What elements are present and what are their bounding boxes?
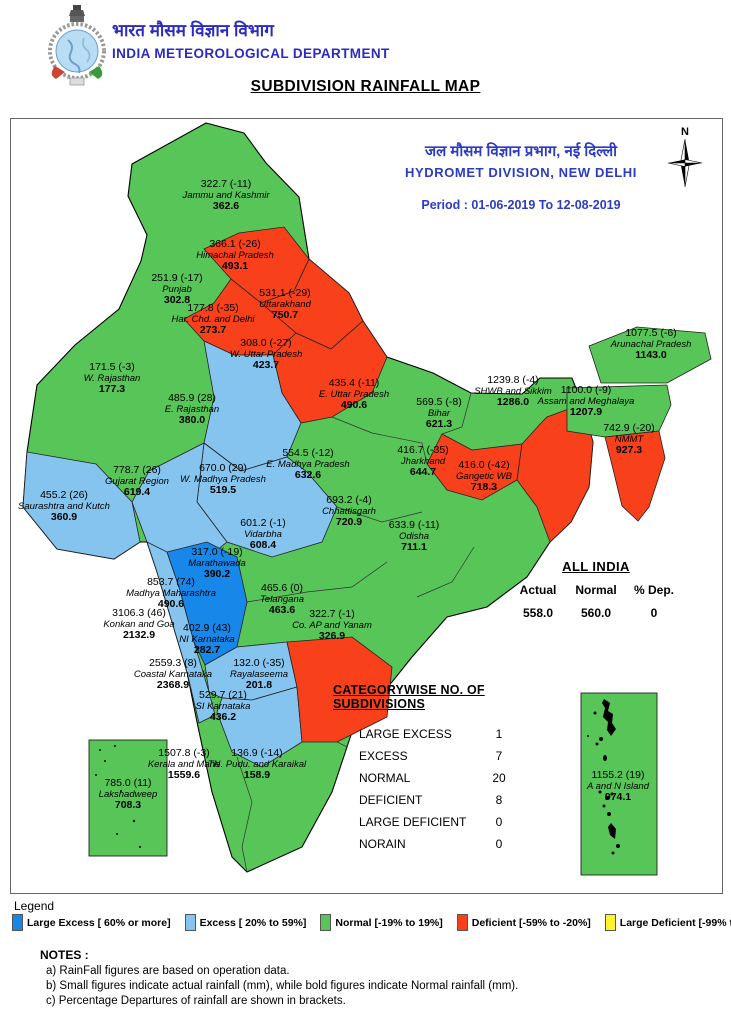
notes-block: NOTES : a) RainFall figures are based on… xyxy=(40,948,518,1007)
subdivision-label-e-madhya-pradesh: 554.5 (-12) E. Madhya Pradesh 632.6 xyxy=(266,447,350,482)
subdivision-label-w-madhya-pradesh: 670.0 (29) W. Madhya Pradesh 519.5 xyxy=(180,462,266,497)
legend-item-label: Deficient [-59% to -20%] xyxy=(471,916,591,929)
compass-icon: N xyxy=(667,126,703,188)
subdivision-label-nmmt: 742.9 (-20) NMMT 927.3 xyxy=(603,422,655,457)
subdivision-label-konkan-goa: 3106.3 (46) Konkan and Goa 2132.9 xyxy=(103,607,175,642)
header-org: भारत मौसम विज्ञान विभाग INDIA METEOROLOG… xyxy=(112,18,390,61)
category-count: 8 xyxy=(495,793,503,807)
category-label: LARGE EXCESS xyxy=(359,727,452,741)
legend-item-deficient: Deficient [-59% to -20%] xyxy=(456,914,591,931)
category-label: NORMAL xyxy=(359,771,411,785)
legend-item-large-deficient: Large Deficient [-99% to -60%] xyxy=(604,914,731,931)
subdivision-label-w-rajasthan: 171.5 (-3) W. Rajasthan 177.3 xyxy=(83,361,141,396)
all-india-col-actual: Actual xyxy=(519,583,557,597)
legend-item-label: Excess [ 20% to 59%] xyxy=(199,916,307,929)
category-count: 7 xyxy=(495,749,503,763)
legend-item-label: Large Excess [ 60% or more] xyxy=(27,916,171,929)
subdivision-label-jammu-kashmir: 322.7 (-11) Jammu and Kashmir 362.6 xyxy=(182,178,270,213)
subdivision-label-coastal-karnataka: 2559.3 (8) Coastal Karnataka 2368.9 xyxy=(133,657,213,692)
imd-logo-icon xyxy=(42,2,112,97)
subdivision-label-saurashtra-kutch: 455.2 (26) Saurashtra and Kutch 360.9 xyxy=(18,489,110,524)
large-deficient-swatch-icon xyxy=(604,914,616,931)
notes-title: NOTES : xyxy=(40,948,89,962)
category-count: 0 xyxy=(495,815,503,829)
deficient-swatch-icon xyxy=(456,914,468,931)
org-name-english: INDIA METEOROLOGICAL DEPARTMENT xyxy=(112,46,390,61)
table-row: EXCESS 7 xyxy=(333,745,558,767)
category-label: DEFICIENT xyxy=(359,793,423,807)
subdivision-label-jharkhand: 416.7 (-35) Jharkhand 644.7 xyxy=(397,444,449,479)
all-india-normal-value: 560.0 xyxy=(580,606,612,620)
legend-title: Legend xyxy=(14,899,55,913)
category-count: 0 xyxy=(495,837,503,851)
all-india-headers: Actual Normal % Dep. xyxy=(506,583,686,597)
excess-swatch-icon xyxy=(184,914,196,931)
all-india-panel: ALL INDIA Actual Normal % Dep. 558.0 560… xyxy=(506,559,686,620)
note-line-a: a) RainFall figures are based on operati… xyxy=(46,965,290,977)
map-frame: N जल मौसम विज्ञान प्रभाग, नई दिल्ली HYDR… xyxy=(10,118,723,894)
table-row: LARGE EXCESS 1 xyxy=(333,723,558,745)
table-row: NORMAL 20 xyxy=(333,767,558,789)
subdivision-label-e-rajasthan: 485.9 (28) E. Rajasthan 380.0 xyxy=(164,392,220,427)
note-line-c: c) Percentage Departures of rainfall are… xyxy=(46,995,346,1007)
subdivision-label-e-uttar-pradesh: 435.4 (-11) E. Uttar Pradesh 490.6 xyxy=(318,377,390,412)
division-name-hindi: जल मौसम विज्ञान प्रभाग, नई दिल्ली xyxy=(424,143,618,160)
category-label: LARGE DEFICIENT xyxy=(359,815,467,829)
category-count: 1 xyxy=(495,727,503,741)
subdivision-label-si-karnataka: 529.7 (21) SI Karnataka 436.2 xyxy=(195,689,251,724)
division-name-english: HYDROMET DIVISION, NEW DELHI xyxy=(404,165,637,180)
categorywise-rows: LARGE EXCESS 1 EXCESS 7 NORMAL 20 DEFICI… xyxy=(333,723,558,855)
category-label: NORAIN xyxy=(359,837,406,851)
svg-text:N: N xyxy=(681,126,689,138)
region-gangetic-wb xyxy=(516,403,594,543)
subdivision-label-tn-pudu-karaikal: 136.9 (-14) TN. Pudu. and Karaikal 158.9 xyxy=(207,747,307,782)
table-row: NORAIN 0 xyxy=(333,833,558,855)
subdivision-label-ni-karnataka: 402.9 (43) NI Karnataka 282.7 xyxy=(179,622,235,657)
subdivision-label-co-ap-yanam: 322.7 (-1) Co. AP and Yanam 326.9 xyxy=(292,608,372,643)
subdivision-label-rayalaseema: 132.0 (-35) Rayalaseema 201.8 xyxy=(229,657,289,692)
subdivision-label-chhattisgarh: 693.2 (-4) Chhattisgarh 720.9 xyxy=(322,494,376,529)
normal-swatch-icon xyxy=(320,914,332,931)
subdivision-label-gangetic-wb: 416.0 (-42) Gangetic WB 718.3 xyxy=(456,459,512,494)
subdivision-label-lakshadweep: 785.0 (11) Lakshadweep 708.3 xyxy=(98,777,158,812)
subdivision-label-w-uttar-pradesh: 308.0 (-27) W. Uttar Pradesh 423.7 xyxy=(229,337,303,372)
legend-item-label: Large Deficient [-99% to -60%] xyxy=(619,916,731,929)
subdivision-label-har-chd-delhi: 177.8 (-35) Har. Chd. and Delhi 273.7 xyxy=(171,302,255,337)
all-india-col-normal: Normal xyxy=(575,583,617,597)
legend-item-normal: Normal [-19% to 19%] xyxy=(320,914,443,931)
category-label: EXCESS xyxy=(359,749,408,763)
legend-item-excess: Excess [ 20% to 59%] xyxy=(184,914,307,931)
subdivision-label-vidarbha: 601.2 (-1) Vidarbha 608.4 xyxy=(240,517,286,552)
table-row: LARGE DEFICIENT 0 xyxy=(333,811,558,833)
table-row: DEFICIENT 8 xyxy=(333,789,558,811)
categorywise-title: CATEGORYWISE NO. OF SUBDIVISIONS xyxy=(333,683,485,711)
legend-item-label: Normal [-19% to 19%] xyxy=(335,916,443,929)
categorywise-panel: CATEGORYWISE NO. OF SUBDIVISIONS LARGE E… xyxy=(333,683,558,855)
legend: Large Excess [ 60% or more] Excess [ 20%… xyxy=(12,914,731,931)
subdivision-label-a-n-island: 1155.2 (19) A and N Island 974.1 xyxy=(587,769,649,804)
subdivision-label-uttarakhand: 531.1 (-29) Uttarakhand 750.7 xyxy=(259,287,311,322)
subdivision-label-bihar: 569.5 (-8) Bihar 621.3 xyxy=(416,396,462,431)
note-line-b: b) Small figures indicate actual rainfal… xyxy=(46,980,519,992)
subdivision-label-marathawada: 317.0 (-19) Marathawada 390.2 xyxy=(188,546,246,581)
subdivision-label-himachal: 366.1 (-26) Himachal Pradesh 493.1 xyxy=(196,238,274,273)
period-label: Period : 01-06-2019 To 12-08-2019 xyxy=(421,198,621,212)
subdivision-label-gujarat: 778.7 (26) Gujarat Region 619.4 xyxy=(105,464,169,499)
legend-item-large-excess: Large Excess [ 60% or more] xyxy=(12,914,171,931)
subdivision-label-odisha: 633.9 (-11) Odisha 711.1 xyxy=(388,519,440,554)
org-name-hindi: भारत मौसम विज्ञान विभाग xyxy=(112,21,274,40)
large-excess-swatch-icon xyxy=(12,914,23,931)
hydromet-block: जल मौसम विज्ञान प्रभाग, नई दिल्ली HYDROM… xyxy=(405,141,637,212)
page-title: SUBDIVISION RAINFALL MAP xyxy=(250,78,481,95)
all-india-dep-value: 0 xyxy=(650,606,658,620)
subdivision-label-madhya-maharashtra: 853.7 (74) Madhya Maharashtra 490.6 xyxy=(126,576,216,611)
all-india-col-dep: % Dep. xyxy=(633,583,674,597)
subdivision-label-assam-meghalaya: 1100.0 (-9) Assam and Meghalaya 1207.9 xyxy=(537,384,635,419)
all-india-actual-value: 558.0 xyxy=(522,606,554,620)
all-india-title: ALL INDIA xyxy=(562,559,630,574)
category-count: 20 xyxy=(492,771,506,785)
all-india-values: 558.0 560.0 0 xyxy=(506,606,686,620)
subdivision-label-arunachal: 1077.5 (-6) Arunachal Pradesh 1143.0 xyxy=(610,327,692,362)
